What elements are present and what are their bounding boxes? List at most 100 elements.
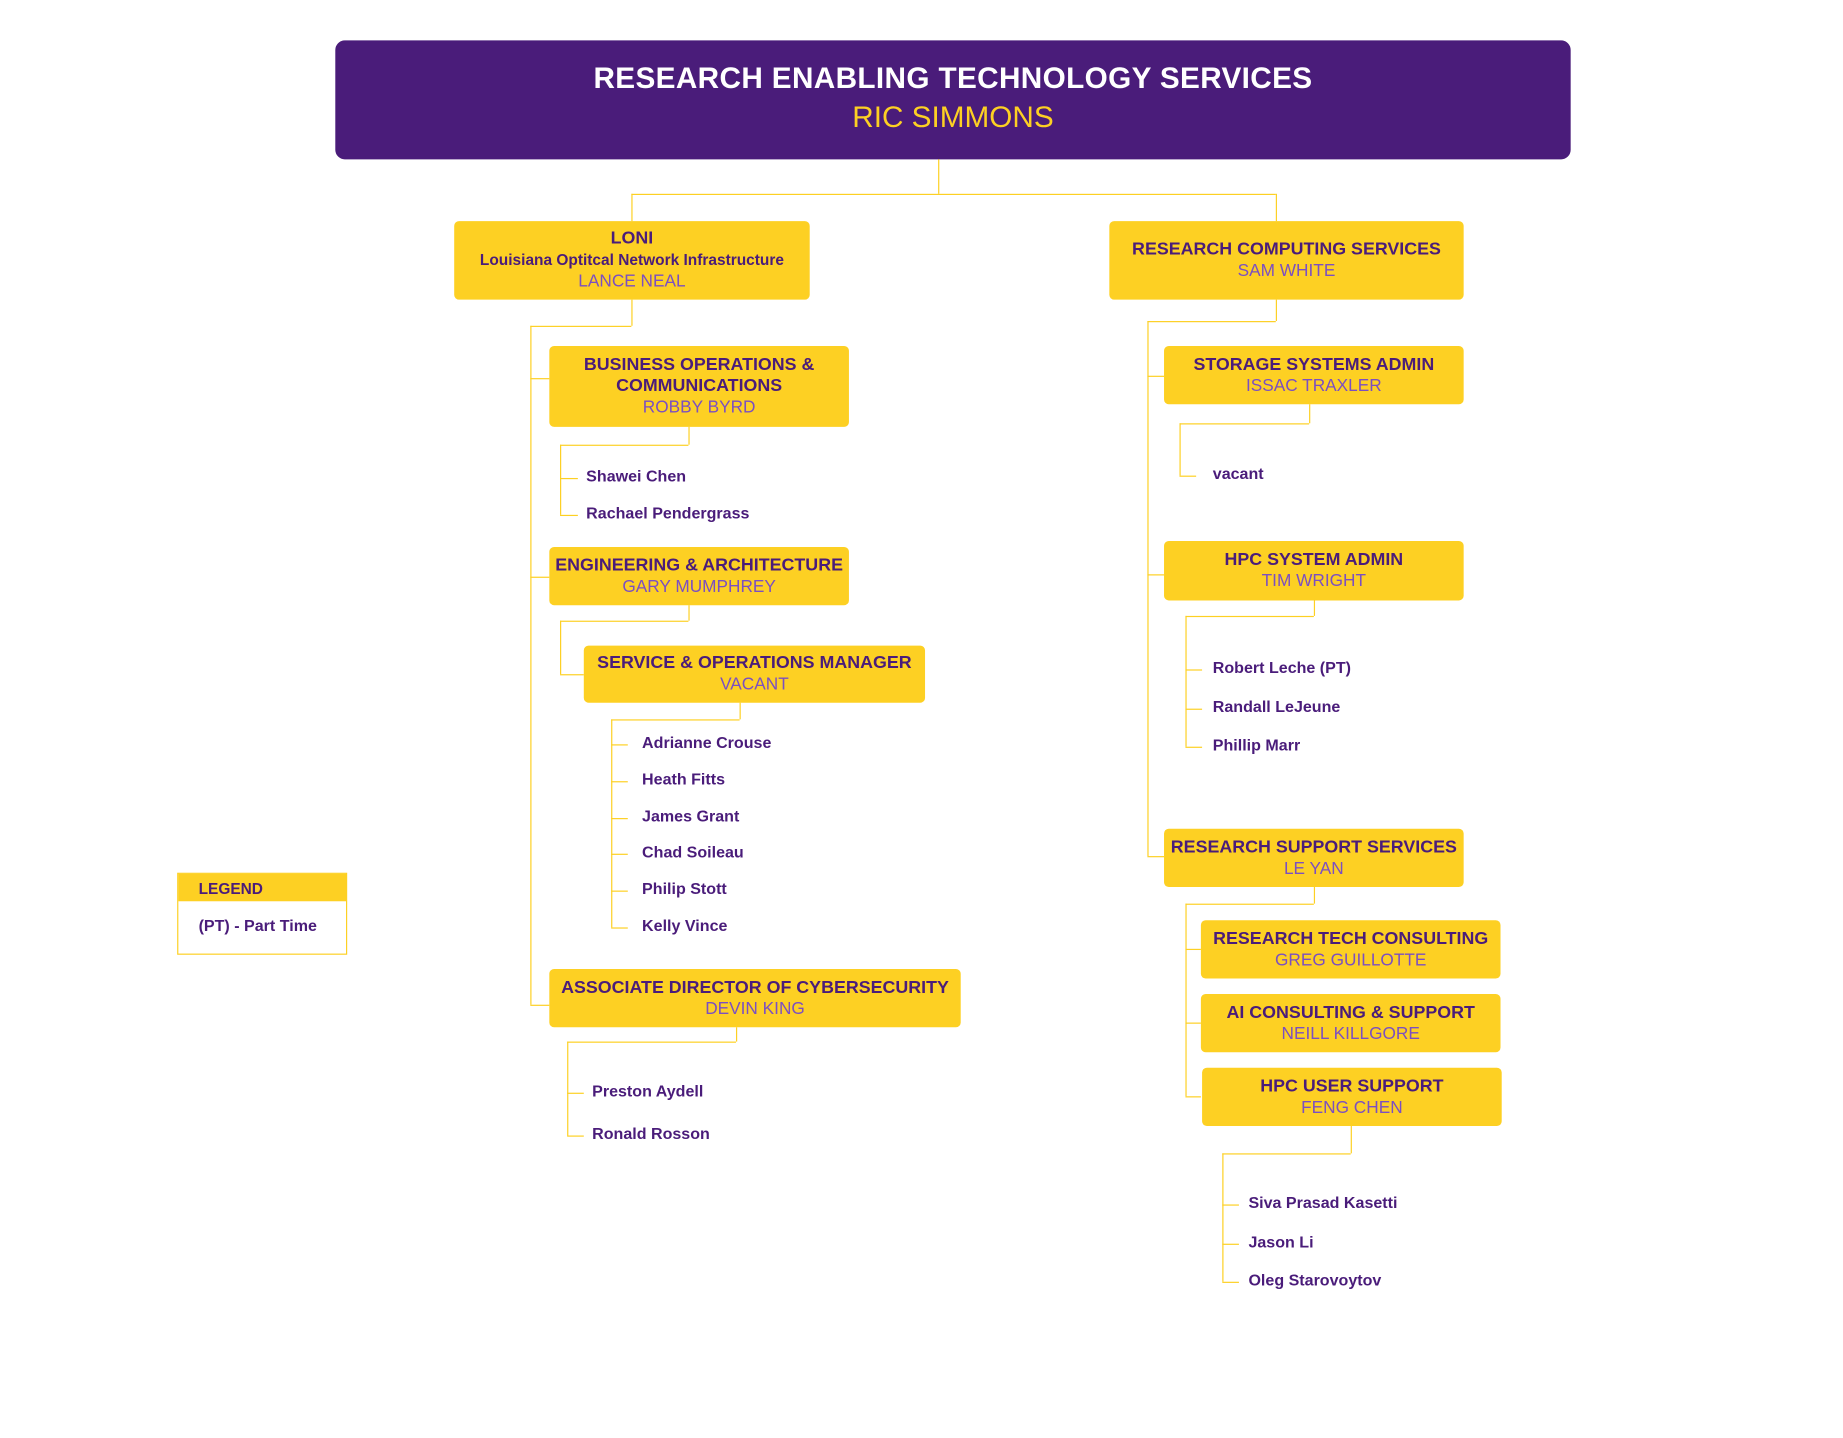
unit-title: STORAGE SYSTEMS ADMIN	[1193, 353, 1435, 374]
unit-title: HPC USER SUPPORT	[1260, 1075, 1444, 1096]
connector	[1222, 1204, 1239, 1206]
staff-member: Phillip Marr	[1212, 735, 1301, 754]
staff-member: James Grant	[642, 807, 740, 826]
connector	[567, 1135, 584, 1137]
connector	[688, 426, 690, 445]
unit-title: AI CONSULTING & SUPPORT	[1226, 1001, 1475, 1022]
staff-member: Shawei Chen	[586, 467, 687, 486]
connector	[611, 744, 628, 746]
unit-manager: ISSAC TRAXLER	[1245, 376, 1382, 396]
unit-title: RESEARCH COMPUTING SERVICES	[1132, 238, 1441, 260]
unit-box: HPC USER SUPPORT FENG CHEN	[1202, 1067, 1502, 1126]
legend: LEGEND (PT) - Part Time	[177, 872, 348, 955]
connector	[530, 378, 550, 380]
connector	[1147, 321, 1276, 323]
connector	[560, 514, 578, 517]
connector	[567, 1041, 736, 1043]
unit-manager: SAM WHITE	[1237, 261, 1336, 281]
staff-member: Kelly Vince	[642, 916, 728, 935]
connector	[1185, 615, 1314, 618]
unit-box: STORAGE SYSTEMS ADMIN ISSAC TRAXLER	[1164, 345, 1464, 405]
connector	[1222, 1153, 1351, 1155]
connector	[631, 193, 633, 222]
connector	[1185, 708, 1203, 710]
connector	[611, 719, 613, 928]
connector	[611, 853, 628, 855]
connector	[1185, 615, 1187, 747]
connector	[1185, 669, 1203, 671]
connector	[1185, 903, 1314, 905]
unit-title: RESEARCH TECH CONSULTING	[1213, 928, 1489, 949]
connector	[560, 674, 584, 676]
connector	[1147, 321, 1149, 857]
connector	[1275, 299, 1277, 322]
connector	[1222, 1243, 1239, 1245]
unit-title: ENGINEERING & ARCHITECTURE	[555, 554, 843, 575]
connector	[1275, 193, 1277, 222]
connector	[1222, 1281, 1239, 1283]
connector	[1313, 600, 1316, 616]
unit-manager: LE YAN	[1283, 859, 1344, 879]
connector	[1185, 1022, 1201, 1024]
connector	[1185, 1096, 1201, 1098]
unit-manager: FENG CHEN	[1301, 1098, 1403, 1118]
connector	[938, 159, 940, 194]
connector	[1185, 948, 1201, 951]
staff-member: Ronald Rosson	[592, 1124, 710, 1143]
unit-manager: TIM WRIGHT	[1261, 571, 1367, 591]
connector	[1350, 1125, 1352, 1154]
unit-manager: LANCE NEAL	[578, 272, 686, 292]
connector	[560, 620, 689, 622]
unit-box: SERVICE & OPERATIONS MANAGER VACANT	[583, 645, 926, 703]
staff-member: Siva Prasad Kasetti	[1248, 1193, 1398, 1212]
connector	[1313, 886, 1316, 904]
unit-box: HPC SYSTEM ADMIN TIM WRIGHT	[1164, 540, 1464, 601]
connector	[1179, 423, 1310, 425]
connector	[735, 1027, 738, 1042]
unit-box: ASSOCIATE DIRECTOR OF CYBERSECURITY DEVIN…	[549, 969, 961, 1028]
department-title: RESEARCH ENABLING TECHNOLOGY SERVICES	[593, 61, 1313, 96]
unit-box: RESEARCH TECH CONSULTING GREG GUILLOTTE	[1200, 920, 1501, 979]
connector	[611, 719, 740, 721]
unit-manager: GREG GUILLOTTE	[1275, 950, 1427, 970]
connector	[1222, 1153, 1224, 1282]
connector	[1185, 746, 1203, 748]
unit-subtitle: Louisiana Optitcal Network Infrastructur…	[479, 250, 784, 269]
connector	[1147, 856, 1165, 858]
connector	[530, 325, 532, 1005]
unit-manager: GARY MUMPHREY	[622, 577, 776, 597]
staff-member: vacant	[1212, 464, 1264, 483]
unit-box: AI CONSULTING & SUPPORT NEILL KILLGORE	[1200, 994, 1501, 1053]
connector	[560, 444, 562, 515]
staff-member: Randall LeJeune	[1212, 697, 1341, 716]
unit-box: LONI Louisiana Optitcal Network Infrastru…	[454, 221, 810, 300]
staff-member: Preston Aydell	[592, 1081, 704, 1100]
connector	[1185, 903, 1187, 1097]
unit-title: BUSINESS OPERATIONS & COMMUNICATIONS	[583, 354, 815, 396]
connector	[611, 890, 628, 892]
unit-title: ASSOCIATE DIRECTOR OF CYBERSECURITY	[561, 976, 949, 997]
connector	[560, 444, 689, 446]
unit-box: RESEARCH COMPUTING SERVICES SAM WHITE	[1109, 221, 1464, 300]
staff-member: Heath Fitts	[642, 770, 726, 789]
unit-manager: VACANT	[720, 675, 789, 695]
staff-member: Robert Leche (PT)	[1212, 658, 1352, 677]
connector	[530, 576, 550, 578]
connector	[530, 325, 632, 327]
staff-member: Adrianne Crouse	[642, 733, 772, 752]
connector	[1309, 404, 1311, 424]
unit-manager: ROBBY BYRD	[642, 398, 756, 418]
unit-box: ENGINEERING & ARCHITECTURE GARY MUMPHREY	[549, 546, 849, 606]
connector	[631, 299, 633, 326]
staff-member: Jason Li	[1248, 1232, 1314, 1251]
unit-box: RESEARCH SUPPORT SERVICES LE YAN	[1164, 828, 1464, 887]
legend-title: LEGEND	[178, 873, 346, 902]
legend-item: (PT) - Part Time	[198, 916, 317, 935]
department-header: RESEARCH ENABLING TECHNOLOGY SERVICES RI…	[335, 40, 1571, 160]
unit-title: RESEARCH SUPPORT SERVICES	[1170, 836, 1457, 857]
connector	[567, 1041, 569, 1136]
department-head: RIC SIMMONS	[852, 101, 1054, 135]
staff-member: Philip Stott	[642, 879, 727, 898]
connector	[611, 781, 628, 783]
